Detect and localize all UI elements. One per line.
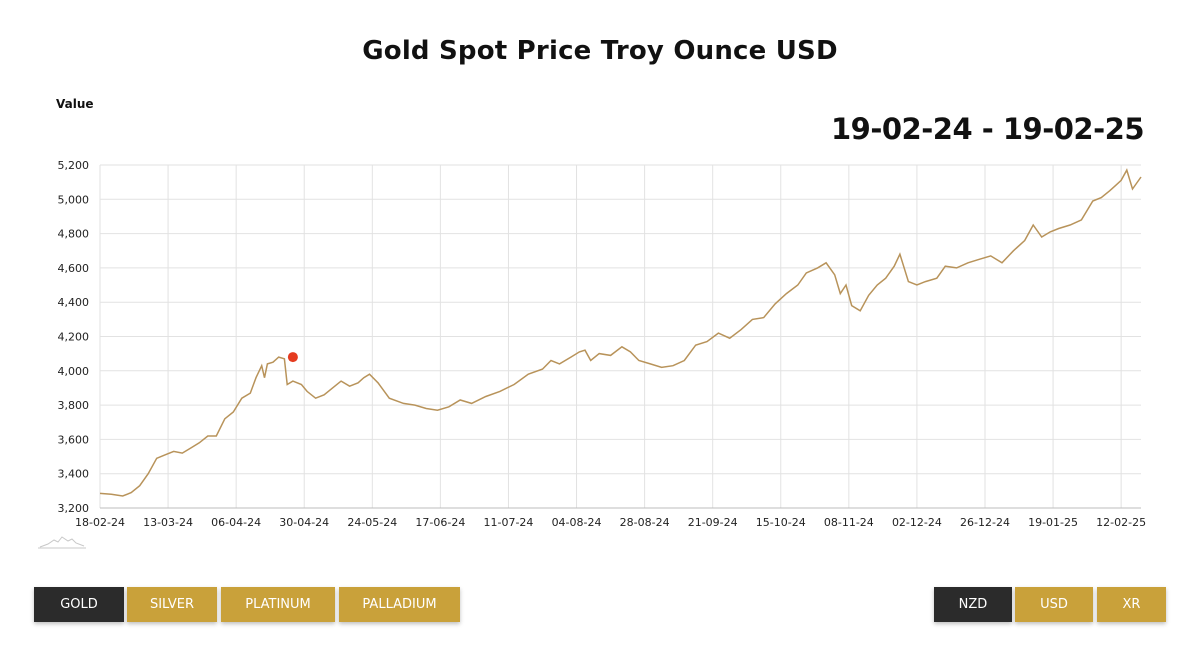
xr-button-label: XR (1122, 597, 1141, 612)
y-tick-label: 4,000 (58, 365, 90, 378)
hover-marker (287, 352, 298, 363)
silver-button-label: SILVER (149, 597, 195, 612)
platinum-button[interactable]: PLATINUM (221, 587, 335, 622)
y-tick-label: 4,400 (58, 296, 90, 309)
y-axis-label: Value (56, 97, 94, 111)
x-tick-label: 13-03-24 (143, 516, 193, 529)
y-tick-label: 3,600 (58, 433, 90, 446)
x-tick-label: 15-10-24 (756, 516, 806, 529)
chart-grid (99, 164, 1141, 509)
mini-chart-icon (38, 536, 86, 549)
x-tick-label: 21-09-24 (688, 516, 738, 529)
x-axis-ticks: 18-02-24 13-03-24 06-04-24 30-04-24 24-05-24… (75, 516, 1146, 529)
y-tick-label: 3,200 (58, 502, 90, 515)
usd-button[interactable]: USD (1015, 587, 1093, 622)
x-tick-label: 26-12-24 (960, 516, 1010, 529)
chart-title: Gold Spot Price Troy Ounce USD (362, 36, 838, 66)
palladium-button-label: PALLADIUM (362, 597, 437, 612)
y-tick-label: 5,000 (58, 193, 90, 206)
y-tick-label: 4,200 (58, 331, 90, 344)
x-tick-label: 06-04-24 (211, 516, 261, 529)
palladium-button[interactable]: PALLADIUM (339, 587, 460, 622)
y-tick-label: 5,200 (58, 159, 90, 172)
y-axis-ticks: 3,200 3,400 3,600 3,800 4,000 4,200 4,400 4,600… (58, 159, 90, 515)
x-tick-label: 08-11-24 (824, 516, 874, 529)
x-tick-label: 11-07-24 (483, 516, 533, 529)
y-tick-label: 3,400 (58, 468, 90, 481)
silver-button[interactable]: SILVER (127, 587, 217, 622)
y-tick-label: 4,800 (58, 228, 90, 241)
y-tick-label: 4,600 (58, 262, 90, 275)
y-tick-label: 3,800 (58, 399, 90, 412)
x-tick-label: 12-02-25 (1096, 516, 1146, 529)
xr-button[interactable]: XR (1097, 587, 1166, 622)
x-tick-label: 24-05-24 (347, 516, 397, 529)
nzd-button[interactable]: NZD (934, 587, 1012, 622)
x-tick-label: 30-04-24 (279, 516, 329, 529)
x-tick-label: 18-02-24 (75, 516, 125, 529)
x-tick-label: 02-12-24 (892, 516, 942, 529)
nzd-button-label: NZD (958, 597, 988, 612)
x-tick-label: 04-08-24 (552, 516, 602, 529)
x-tick-label: 28-08-24 (620, 516, 670, 529)
gold-button[interactable]: GOLD (34, 587, 124, 622)
x-tick-label: 19-01-25 (1028, 516, 1078, 529)
x-tick-label: 17-06-24 (415, 516, 465, 529)
price-line (99, 168, 1142, 497)
date-range-label: 19-02-24 - 19-02-25 (830, 112, 1145, 146)
usd-button-label: USD (1040, 597, 1068, 612)
platinum-button-label: PLATINUM (245, 597, 311, 612)
gold-button-label: GOLD (60, 597, 98, 612)
